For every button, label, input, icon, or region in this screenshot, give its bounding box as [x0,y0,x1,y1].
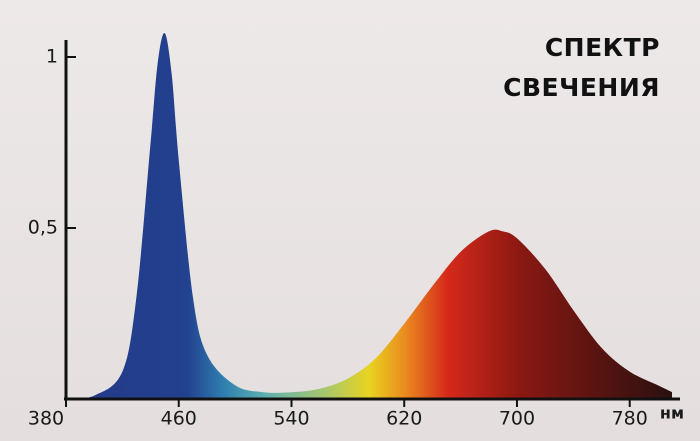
spectrum-area [66,32,672,399]
x-tick-label: 380 [28,408,64,430]
y-tick-label: 0,5 [28,217,58,239]
x-tick-label: 540 [273,408,309,430]
x-tick-label: 780 [612,408,648,430]
x-tick-label: 620 [386,408,422,430]
x-unit: нм [660,404,684,423]
x-tick-label: 700 [499,408,535,430]
chart-title: СПЕКТР СВЕЧЕНИЯ [503,33,660,102]
x-tick-label: 460 [161,408,197,430]
y-tick-label: 1 [46,46,58,68]
